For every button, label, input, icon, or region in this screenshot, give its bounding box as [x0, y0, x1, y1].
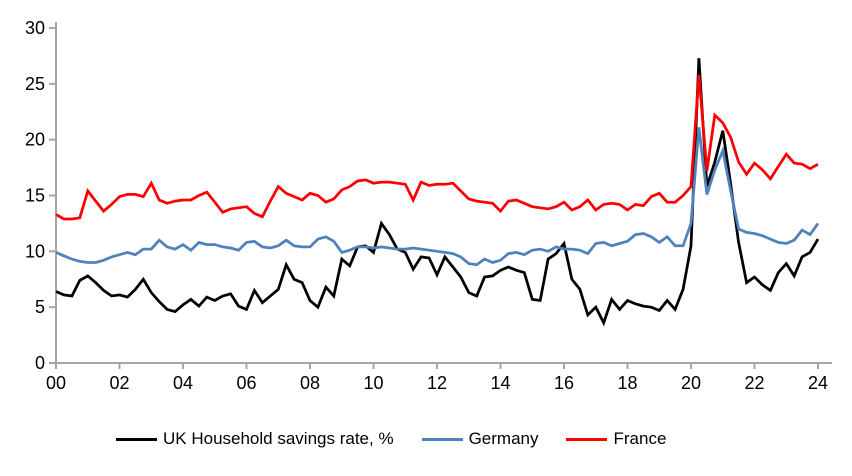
x-tick-label-24: 24 — [808, 373, 828, 393]
legend-label-france: France — [613, 429, 667, 448]
legend-item-france: France — [566, 429, 666, 449]
x-tick-label-14: 14 — [490, 373, 510, 393]
legend-label-germany: Germany — [468, 429, 539, 448]
x-tick-label-16: 16 — [554, 373, 574, 393]
series-line-france — [55, 74, 819, 221]
x-tick-label-10: 10 — [363, 373, 383, 393]
chart-legend: UK Household savings rate, % Germany Fra… — [116, 424, 666, 454]
legend-item-uk: UK Household savings rate, % — [116, 429, 394, 449]
series-line-germany — [55, 127, 820, 267]
x-tick-label-18: 18 — [617, 373, 637, 393]
x-tick-label-20: 20 — [681, 373, 701, 393]
x-tick-label-12: 12 — [427, 373, 447, 393]
x-tick-label-00: 00 — [46, 373, 66, 393]
legend-label-uk: UK Household savings rate, % — [163, 429, 394, 448]
x-tick-label-22: 22 — [744, 373, 764, 393]
legend-line-uk-icon — [116, 437, 157, 441]
y-tick-label-0: 0 — [35, 353, 45, 373]
x-tick-label-04: 04 — [173, 373, 193, 393]
y-tick-label-10: 10 — [25, 241, 45, 261]
y-tick-label-5: 5 — [35, 297, 45, 317]
x-tick-label-06: 06 — [236, 373, 256, 393]
x-tick-label-02: 02 — [109, 373, 129, 393]
series-line-uk-household-savings-rate — [55, 58, 820, 327]
y-tick-label-30: 30 — [25, 18, 45, 38]
legend-line-france-icon — [566, 437, 608, 441]
y-tick-label-20: 20 — [25, 130, 45, 150]
savings-rate-chart: 0 5 10 15 20 25 30 00 02 04 06 08 10 12 14 16 18 20 22 24 — [25, 18, 832, 393]
y-tick-label-25: 25 — [25, 74, 45, 94]
legend-line-germany-icon — [421, 437, 463, 441]
legend-item-germany: Germany — [421, 429, 539, 449]
y-tick-label-15: 15 — [25, 186, 45, 206]
x-tick-label-08: 08 — [300, 373, 320, 393]
